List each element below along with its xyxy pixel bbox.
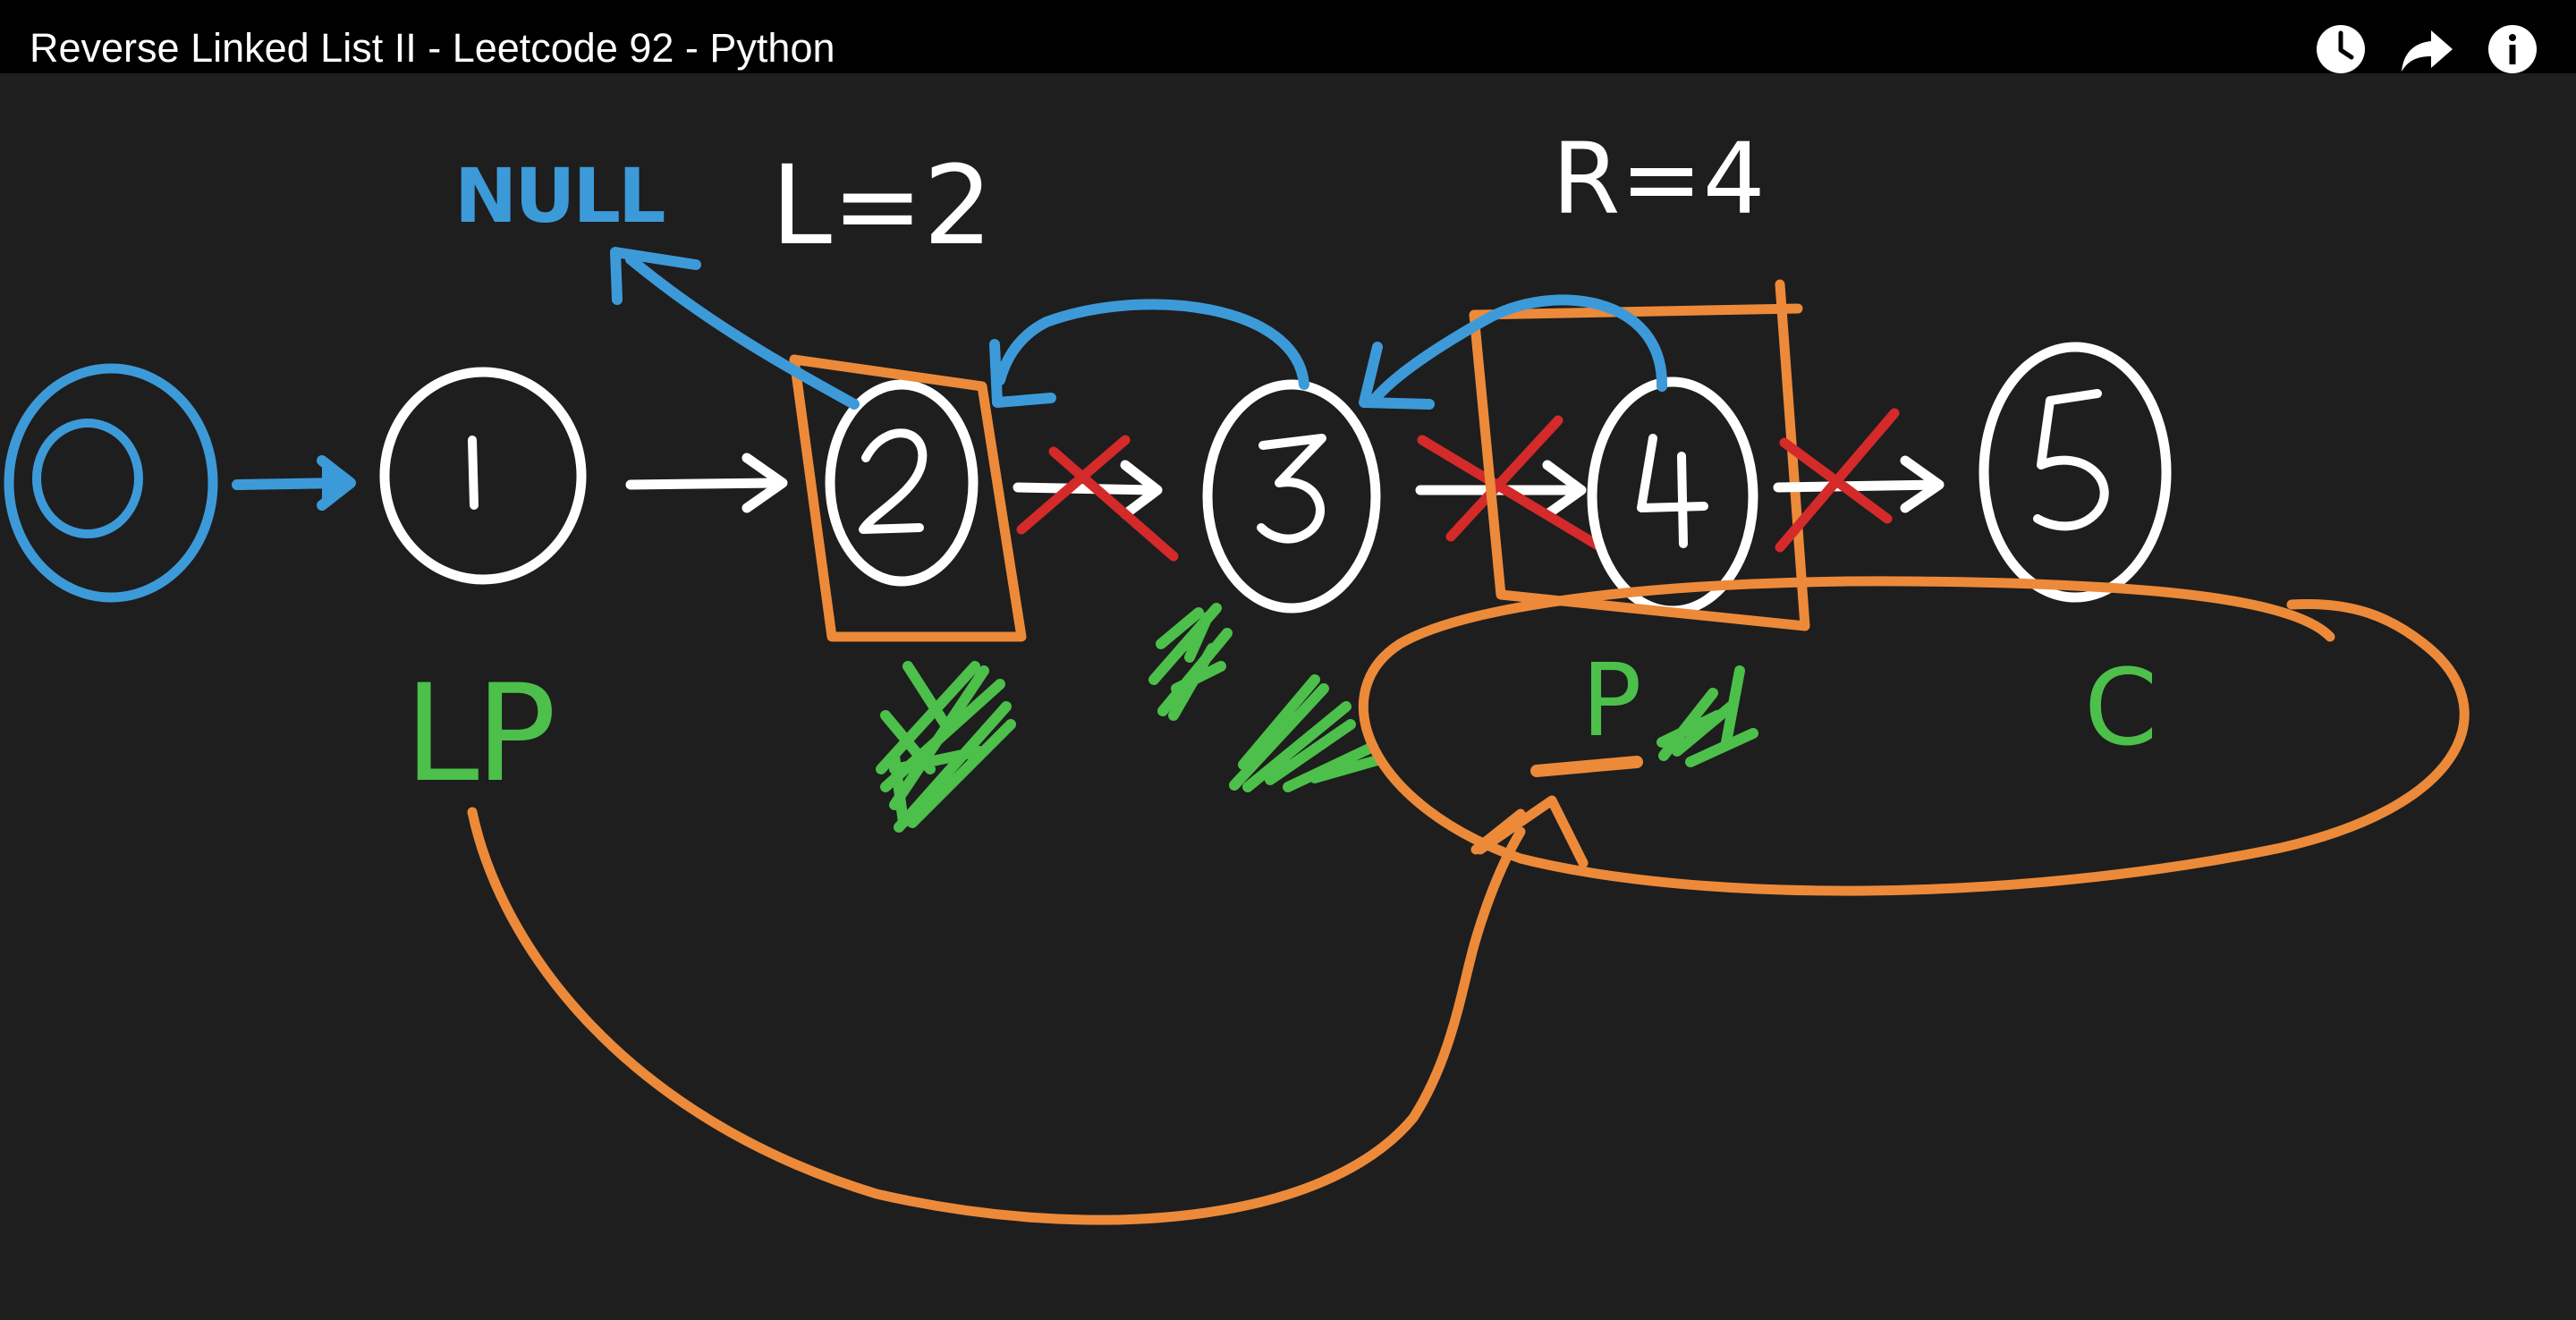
clock-icon xyxy=(2317,25,2365,73)
orange-box-node-4 xyxy=(1469,279,1810,631)
orange-ellipse-p-c xyxy=(1358,576,2470,896)
arrow-node-2-to-null xyxy=(610,247,860,410)
left-bound-label: L=2 xyxy=(771,142,993,269)
node-4 xyxy=(1587,377,1758,616)
right-bound-label: R=4 xyxy=(1552,122,1766,236)
prev-label: P xyxy=(1581,643,1642,759)
arrow-0-to-1 xyxy=(232,455,356,511)
left-prev-label: LP xyxy=(404,656,553,812)
node-0 xyxy=(4,363,218,603)
arrow-1-to-2 xyxy=(625,453,788,513)
arrow-2-to-3-crossed xyxy=(1013,435,1179,562)
node-5 xyxy=(1979,342,2172,603)
info-button[interactable] xyxy=(2483,20,2542,79)
arrow-lp-to-p xyxy=(467,795,1589,1225)
arrow-node-4-to-3 xyxy=(1359,294,1668,410)
green-scribbles xyxy=(876,603,1758,833)
info-icon xyxy=(2488,25,2537,73)
title-bar: Reverse Linked List II - Leetcode 92 - P… xyxy=(0,0,2576,73)
share-button[interactable] xyxy=(2397,20,2456,79)
node-1 xyxy=(379,367,587,585)
orange-box-node-2 xyxy=(789,354,1027,642)
node-2 xyxy=(825,379,979,587)
video-title[interactable]: Reverse Linked List II - Leetcode 92 - P… xyxy=(30,25,835,71)
node-3 xyxy=(1202,379,1381,613)
arrow-3-to-4-crossed xyxy=(1415,415,1606,553)
watch-later-button[interactable] xyxy=(2311,20,2370,79)
null-label: NULL xyxy=(454,152,665,240)
arrow-4-to-5-crossed xyxy=(1773,408,1945,553)
arrow-node-3-to-2 xyxy=(989,299,1309,408)
p-underline xyxy=(1530,756,1643,777)
share-arrow-icon xyxy=(2402,30,2453,72)
curr-label: C xyxy=(2084,646,2157,769)
node-0-value: 0 xyxy=(88,474,93,484)
